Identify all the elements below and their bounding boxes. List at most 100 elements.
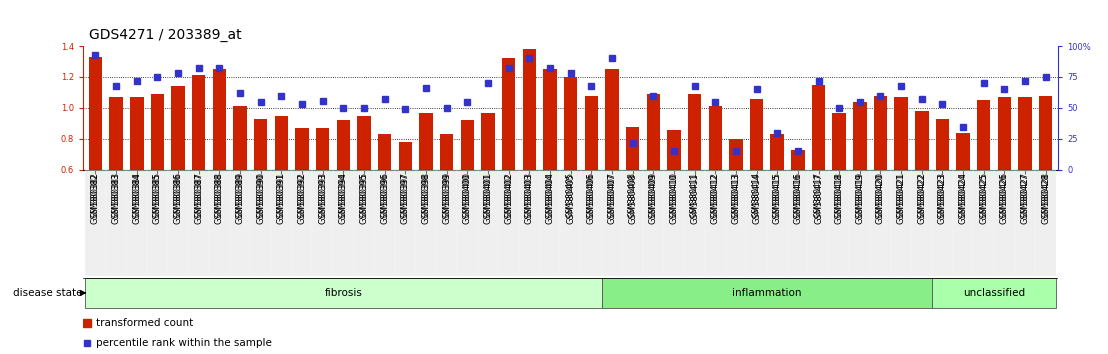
Text: GSM380382: GSM380382	[91, 172, 100, 217]
Text: GSM380390: GSM380390	[256, 173, 265, 224]
Bar	[461, 120, 474, 170]
Bar	[832, 113, 845, 170]
Text: GSM380397: GSM380397	[401, 172, 410, 217]
Text: GSM380406: GSM380406	[587, 172, 596, 217]
Text: GSM380400: GSM380400	[463, 172, 472, 217]
Text: GSM380411: GSM380411	[690, 172, 699, 217]
Text: unclassified: unclassified	[963, 288, 1025, 298]
Text: GSM380419: GSM380419	[855, 172, 864, 217]
FancyBboxPatch shape	[726, 170, 746, 276]
Text: GSM380388: GSM380388	[215, 173, 224, 224]
Bar	[874, 96, 888, 170]
Text: GSM380428: GSM380428	[1042, 173, 1050, 224]
Bar	[605, 69, 618, 170]
FancyBboxPatch shape	[581, 170, 602, 276]
Text: GSM380418: GSM380418	[834, 173, 843, 224]
FancyBboxPatch shape	[685, 170, 705, 276]
Bar	[337, 120, 350, 170]
Bar	[151, 94, 164, 170]
Bar	[316, 128, 329, 170]
Bar	[894, 97, 907, 170]
Text: GSM380399: GSM380399	[442, 172, 451, 217]
Text: GSM380407: GSM380407	[607, 172, 616, 217]
Text: GSM380413: GSM380413	[731, 172, 740, 217]
FancyBboxPatch shape	[291, 170, 312, 276]
Text: GSM380404: GSM380404	[545, 173, 554, 224]
Bar	[977, 100, 991, 170]
Text: GSM380405: GSM380405	[566, 172, 575, 217]
Bar	[1018, 97, 1032, 170]
Bar	[254, 119, 267, 170]
Text: GSM380388: GSM380388	[215, 172, 224, 217]
Bar	[708, 107, 722, 170]
Text: GDS4271 / 203389_at: GDS4271 / 203389_at	[89, 28, 242, 42]
Text: GSM380392: GSM380392	[298, 172, 307, 217]
Text: GSM380393: GSM380393	[318, 173, 327, 224]
Text: GSM380403: GSM380403	[525, 173, 534, 224]
Text: GSM380384: GSM380384	[132, 173, 142, 224]
Text: GSM380424: GSM380424	[958, 172, 967, 217]
FancyBboxPatch shape	[664, 170, 685, 276]
Bar	[440, 134, 453, 170]
Text: GSM380406: GSM380406	[587, 173, 596, 224]
FancyBboxPatch shape	[602, 278, 932, 308]
Text: GSM380422: GSM380422	[917, 173, 926, 224]
Text: GSM380416: GSM380416	[793, 173, 802, 224]
Text: GSM380392: GSM380392	[298, 173, 307, 224]
Text: GSM380391: GSM380391	[277, 172, 286, 217]
Bar	[750, 99, 763, 170]
Bar	[647, 94, 660, 170]
Text: inflammation: inflammation	[732, 288, 801, 298]
Text: GSM380426: GSM380426	[999, 172, 1009, 217]
Text: GSM380417: GSM380417	[814, 173, 823, 224]
Text: GSM380382: GSM380382	[91, 173, 100, 224]
Text: GSM380399: GSM380399	[442, 173, 451, 224]
Bar	[481, 113, 494, 170]
FancyBboxPatch shape	[250, 170, 271, 276]
Bar	[130, 97, 144, 170]
FancyBboxPatch shape	[519, 170, 540, 276]
Bar	[89, 57, 102, 170]
Text: disease state: disease state	[12, 288, 82, 298]
Text: fibrosis: fibrosis	[325, 288, 362, 298]
Bar	[915, 111, 929, 170]
Text: GSM380394: GSM380394	[339, 173, 348, 224]
Text: GSM380411: GSM380411	[690, 173, 699, 224]
Text: GSM380412: GSM380412	[710, 173, 720, 224]
FancyBboxPatch shape	[416, 170, 437, 276]
Text: GSM380396: GSM380396	[380, 172, 389, 217]
Bar	[192, 75, 205, 170]
FancyBboxPatch shape	[932, 170, 953, 276]
Bar	[770, 134, 783, 170]
Text: GSM380425: GSM380425	[979, 172, 988, 217]
Bar	[853, 102, 866, 170]
Bar	[791, 150, 804, 170]
FancyBboxPatch shape	[1035, 170, 1056, 276]
FancyBboxPatch shape	[808, 170, 829, 276]
Text: GSM380409: GSM380409	[649, 172, 658, 217]
Text: GSM380425: GSM380425	[979, 173, 988, 224]
Text: GSM380420: GSM380420	[876, 173, 885, 224]
Text: GSM380407: GSM380407	[607, 173, 616, 224]
Text: GSM380417: GSM380417	[814, 172, 823, 217]
FancyBboxPatch shape	[602, 170, 623, 276]
Text: GSM380394: GSM380394	[339, 172, 348, 217]
Bar	[502, 58, 515, 170]
FancyBboxPatch shape	[209, 170, 229, 276]
Text: GSM380410: GSM380410	[669, 172, 678, 217]
Bar	[213, 69, 226, 170]
FancyBboxPatch shape	[353, 170, 375, 276]
Text: GSM380423: GSM380423	[938, 173, 947, 224]
FancyBboxPatch shape	[953, 170, 974, 276]
Text: GSM380408: GSM380408	[628, 172, 637, 217]
FancyBboxPatch shape	[705, 170, 726, 276]
Text: GSM380409: GSM380409	[649, 173, 658, 224]
FancyBboxPatch shape	[106, 170, 126, 276]
Text: GSM380386: GSM380386	[174, 173, 183, 224]
FancyBboxPatch shape	[499, 170, 519, 276]
Bar	[936, 119, 950, 170]
Bar	[172, 86, 185, 170]
Text: GSM380391: GSM380391	[277, 173, 286, 224]
Text: GSM380387: GSM380387	[194, 172, 203, 217]
FancyBboxPatch shape	[891, 170, 912, 276]
